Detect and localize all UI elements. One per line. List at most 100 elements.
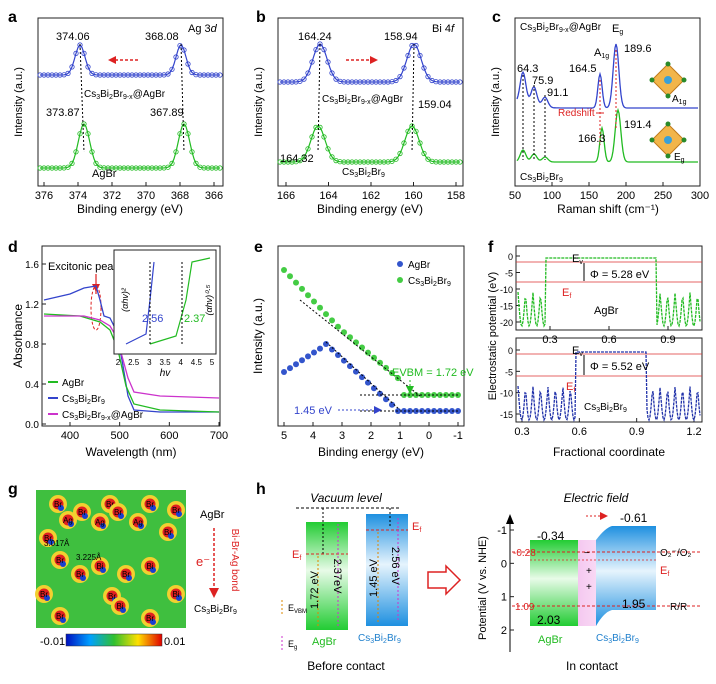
octahedron-icon-a1g [649,61,687,99]
vbm-value-cs: 1.45 eV [368,558,380,597]
xps-marker [185,131,191,137]
ups-point-cs [347,334,353,341]
ups-point-agbr [353,368,359,375]
redshift-label: Redshift [558,108,595,119]
xps-marker [121,165,127,171]
xps-marker [397,150,403,157]
atom-label: Br [56,612,64,621]
g-bottom-label: Cs3Bi2Br9 [194,604,237,616]
xticks-a: 376 374 372 370 368 366 [35,182,223,202]
series-label-f-top: AgBr [594,305,619,317]
f-top-x-tick-label: 0.3 [542,334,557,346]
f-bottom-x-tick-label: 1.2 [686,426,701,438]
xps-marker [325,146,331,152]
ups-point-cs [353,339,359,346]
potential-line-cs [517,351,701,422]
h-y-tick-label: 1 [501,592,507,604]
ticks-d: 400 500 600 700 0.0 0.4 0.8 1.2 1.6 [25,260,228,442]
peak-label-b2: 158.94 [384,31,418,43]
xps-marker [73,149,79,155]
series-markers-e-agbr [281,341,461,414]
charge-depletion [120,607,126,613]
xps-marker [397,74,403,80]
xps-marker [189,69,195,76]
band-block-cs-before [366,514,408,626]
legend-evbm-label: EVBM [288,603,307,615]
f-top-y-tick-label: -20 [500,318,513,328]
o2-couple-label: O₂⁻/O₂ [660,548,691,559]
before-contact-label: Before contact [307,659,385,673]
phi-value-bottom: Φ = 5.52 eV [590,361,650,373]
xps-marker [297,78,303,84]
peak-label-a1: 374.06 [56,31,90,43]
panel-a: a Ag 3d Intensity (a.u.) Binding energy … [8,9,224,216]
material-label-agbr-before: AgBr [312,636,337,648]
electron-label: e⁻ [196,554,210,569]
element-label-a: Ag 3d [188,23,218,35]
cb-cs-value: -0.61 [620,511,648,525]
legend-marker-cs [397,277,403,283]
e-x-tick-label: 2 [368,430,374,442]
xps-marker [53,72,59,78]
xps-marker [301,154,307,160]
xps-marker [109,165,115,171]
panel-label-e: e [254,239,263,256]
xps-marker [181,47,187,53]
inset-line-blue [125,261,155,345]
xps-marker [169,160,175,166]
charge-depletion [60,617,66,623]
excitonic-ellipse [90,285,102,331]
ups-point-cs [341,329,347,336]
vb-cs-value: 1.95 [622,597,646,611]
c-x-tick-label: 50 [509,190,521,202]
xps-marker [309,134,315,140]
atom-label: Br [164,528,172,537]
ups-point-agbr [347,363,353,370]
inset-tick-label: 3.5 [159,358,171,367]
xps-marker [305,70,311,76]
xps-marker [421,65,427,71]
ups-point-cs [329,317,335,324]
ef-label-h-after: Ef [660,565,669,578]
xps-marker [41,165,47,171]
raman-label-6: 166.3 [578,133,606,145]
xps-marker [37,72,43,78]
legend-d: AgBr Cs3Bi2Br9 Cs3Bi2Br9-x@AgBr [48,378,144,422]
d-y-tick-label: 0.0 [25,420,39,431]
xps-marker [405,128,411,134]
charge-depletion [58,505,64,511]
mode-label-a1g-2: A1g [672,94,687,106]
colorbar-max: 0.01 [164,636,185,648]
c-x-tick-label: 300 [691,190,709,202]
atom-label: Bi [172,590,179,599]
series-markers-a-bottom [37,121,223,171]
a-x-tick-label: 376 [35,190,53,202]
band-block-agbr-before [306,522,348,630]
ups-point-cs [323,311,329,318]
legend-e: AgBr Cs3Bi2Br9 [397,260,451,288]
ups-point-cs [371,354,377,361]
legend-marker-agbr [397,261,403,267]
d-x-tick-label: 500 [110,430,128,442]
series-line-c-top [516,43,698,109]
xps-marker [413,128,419,134]
panel-e: e Intensity (a.u.) Binding energy (eV) 5… [251,239,474,459]
xlabel-e: Binding energy (eV) [318,445,424,459]
plot-frame-c [514,17,701,187]
peak-label-b3: 164.32 [280,153,314,165]
ups-point-agbr [305,353,311,360]
charge-depletion [100,523,106,529]
xps-marker [73,50,79,57]
gap-value-agbr: 2.37eV [331,559,343,595]
ups-point-cs [383,364,389,371]
xticks-c: 50 100 150 200 250 300 [509,182,709,202]
ups-point-agbr [341,357,347,364]
xps-marker [425,74,431,80]
inset-ylabel-right: (αhv)⁰·⁵ [204,284,214,315]
excitonic-annotation: Excitonic peak [48,261,119,273]
colorbar-g [65,633,163,647]
charge-depletion [150,619,156,625]
xps-marker [65,164,71,170]
xps-marker [457,79,463,85]
